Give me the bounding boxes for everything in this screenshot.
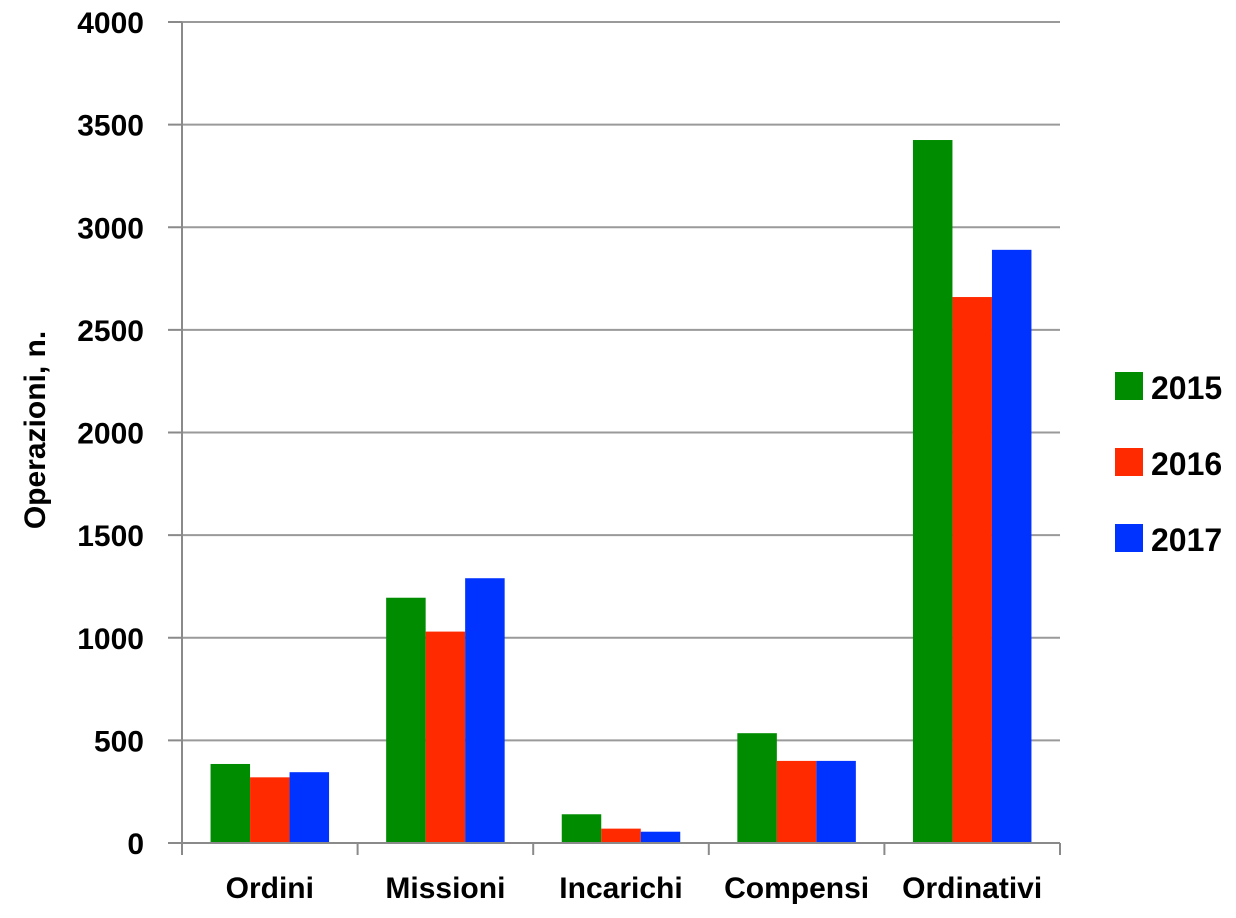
legend-swatch-2016 [1115,448,1143,476]
bar-ordini-2017 [289,772,330,843]
bars [210,140,1032,844]
category-label-missioni: Missioni [385,872,505,905]
y-tick-label: 3500 [77,110,144,143]
legend-swatch-2017 [1115,524,1143,552]
y-tick-label: 4000 [77,7,144,40]
y-tick-label: 1500 [77,520,144,553]
bar-incarichi-2016 [601,828,641,843]
y-tick-label: 3000 [77,212,144,245]
bar-ordini-2016 [250,777,290,843]
category-label-ordini: Ordini [226,872,314,905]
category-labels: Ordini Missioni Incarichi Compensi Ordinativ… [226,872,1043,905]
y-axis-title: Operazioni, n. [19,331,52,529]
y-tick-labels: 0 500 1000 1500 2000 2500 3000 3500 4000 [77,7,144,861]
legend-label-2016: 2016 [1151,446,1222,482]
axes [181,22,1061,855]
bar-compensi-2017 [816,760,856,843]
bar-compensi-2016 [776,760,817,843]
y-tick-label: 500 [94,725,144,758]
bar-incarichi-2017 [640,831,681,843]
legend-label-2015: 2015 [1151,370,1222,406]
bar-missioni-2015 [386,597,426,843]
bar-ordinativi-2016 [952,297,992,843]
bar-missioni-2017 [465,578,505,843]
y-tick-label: 0 [127,828,144,861]
legend-swatch-2015 [1115,372,1143,400]
legend: 2015 2016 2017 [1115,370,1222,558]
category-label-compensi: Compensi [724,872,869,905]
category-label-incarichi: Incarichi [559,872,682,905]
bar-ordini-2015 [210,763,251,843]
y-tick-label: 2000 [77,418,144,451]
category-label-ordinativi: Ordinativi [902,872,1042,905]
y-tick-label: 1000 [77,623,144,656]
bar-missioni-2016 [425,631,466,843]
bar-incarichi-2015 [561,814,602,843]
y-tick-label: 2500 [77,315,144,348]
legend-label-2017: 2017 [1151,522,1222,558]
bar-compensi-2015 [737,733,777,843]
bar-ordinativi-2015 [912,140,953,844]
bar-ordinativi-2017 [991,249,1032,843]
